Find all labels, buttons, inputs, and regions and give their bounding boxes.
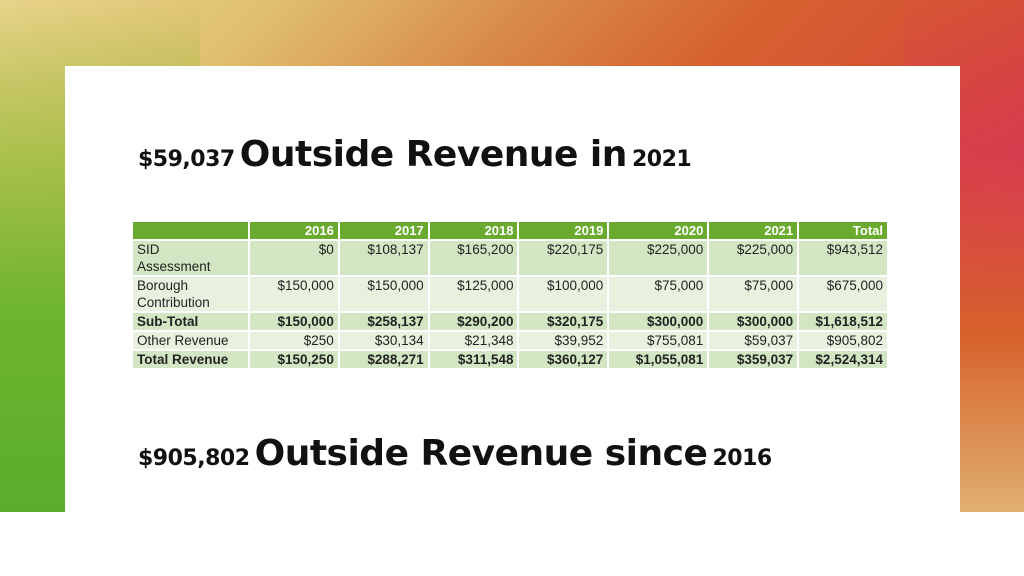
table-cell: $39,952: [518, 331, 610, 351]
table-cell: $225,000: [608, 240, 710, 277]
table-cell: $75,000: [608, 276, 710, 313]
table-header-row: 2016 2017 2018 2019 2020 2021 Total: [133, 222, 889, 241]
header-cell-2021: 2021: [708, 222, 800, 241]
table-cell: $125,000: [428, 276, 520, 313]
row-label-line: Contribution: [137, 295, 210, 310]
table-cell: $755,081: [608, 331, 710, 351]
row-label-line: Borough: [137, 278, 189, 293]
header-cell-2019: 2019: [518, 222, 610, 241]
table-cell: $320,175: [518, 312, 610, 332]
revenue-table: 2016 2017 2018 2019 2020 2021 Total SID …: [133, 222, 889, 370]
table-cell: $21,348: [428, 331, 520, 351]
row-label: SID Assessment: [133, 240, 250, 277]
table-cell: $59,037: [708, 331, 800, 351]
table-cell: $675,000: [798, 276, 889, 313]
headline-2021-outside-revenue: $59,037 Outside Revenue in 2021: [138, 134, 692, 175]
table-cell: $1,618,512: [798, 312, 889, 332]
table-row-sid-assessment: SID Assessment $0 $108,137 $165,200 $220…: [133, 240, 889, 277]
header-cell-total: Total: [798, 222, 889, 241]
table-row-total-revenue: Total Revenue $150,250 $288,271 $311,548…: [133, 350, 889, 370]
table-cell: $2,524,314: [798, 350, 889, 370]
table-cell: $165,200: [428, 240, 520, 277]
headline-amount: $905,802: [138, 446, 250, 471]
table-cell: $0: [249, 240, 340, 277]
table-cell: $150,000: [249, 276, 340, 313]
table-cell: $905,802: [798, 331, 889, 351]
table-cell: $300,000: [608, 312, 710, 332]
row-label: Borough Contribution: [133, 276, 250, 313]
table-row-borough-contribution: Borough Contribution $150,000 $150,000 $…: [133, 276, 889, 313]
header-cell-2016: 2016: [249, 222, 340, 241]
header-cell: [133, 222, 250, 241]
headline-amount: $59,037: [138, 147, 235, 172]
table-cell: $75,000: [708, 276, 800, 313]
table-cell: $150,250: [249, 350, 340, 370]
table-cell: $288,271: [338, 350, 430, 370]
headline-outside-revenue-since-2016: $905,802 Outside Revenue since 2016: [138, 433, 772, 474]
headline-text: Outside Revenue since: [254, 433, 708, 474]
table-cell: $311,548: [428, 350, 520, 370]
table-cell: $150,000: [249, 312, 340, 332]
row-label: Total Revenue: [133, 350, 250, 370]
row-label: Sub-Total: [133, 312, 250, 332]
table-cell: $359,037: [708, 350, 800, 370]
headline-year: 2021: [631, 147, 692, 172]
table-cell: $220,175: [518, 240, 610, 277]
header-cell-2020: 2020: [608, 222, 710, 241]
table-cell: $100,000: [518, 276, 610, 313]
table-row-sub-total: Sub-Total $150,000 $258,137 $290,200 $32…: [133, 312, 889, 332]
headline-year: 2016: [712, 446, 772, 471]
header-cell-2018: 2018: [428, 222, 520, 241]
headline-text: Outside Revenue in: [239, 134, 628, 175]
table-row-other-revenue: Other Revenue $250 $30,134 $21,348 $39,9…: [133, 331, 889, 351]
table-cell: $250: [249, 331, 340, 351]
header-cell-2017: 2017: [338, 222, 430, 241]
row-label-line: SID: [137, 242, 160, 257]
table-cell: $225,000: [708, 240, 800, 277]
table-cell: $360,127: [518, 350, 610, 370]
table-cell: $1,055,081: [608, 350, 710, 370]
row-label-line: Assessment: [137, 259, 211, 274]
table-cell: $943,512: [798, 240, 889, 277]
table-cell: $290,200: [428, 312, 520, 332]
table-cell: $300,000: [708, 312, 800, 332]
table-cell: $150,000: [338, 276, 430, 313]
row-label: Other Revenue: [133, 331, 250, 351]
table-cell: $30,134: [338, 331, 430, 351]
table-cell: $108,137: [338, 240, 430, 277]
table-cell: $258,137: [338, 312, 430, 332]
